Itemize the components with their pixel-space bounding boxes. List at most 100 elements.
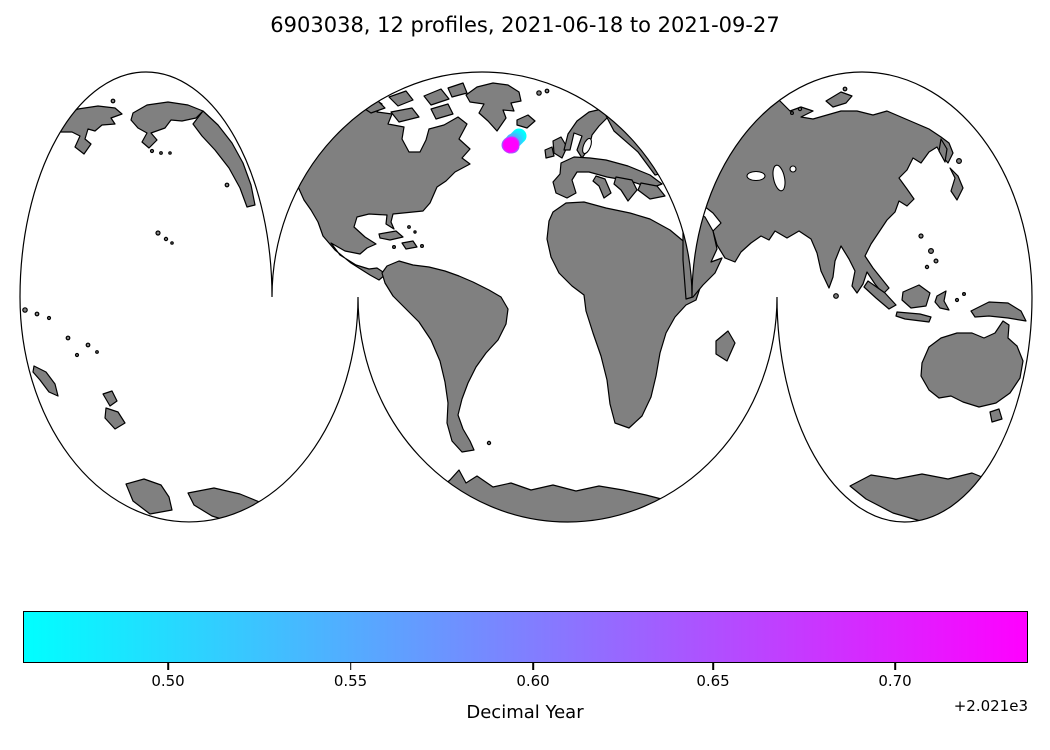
small-islands-moluccas xyxy=(954,292,966,303)
aral-sea xyxy=(789,165,797,173)
small-islands-philippines xyxy=(924,248,939,270)
figure-title: 6903038, 12 profiles, 2021-06-18 to 2021… xyxy=(270,13,780,37)
colorbar-ticks: 0.50 0.55 0.60 0.65 0.70 xyxy=(23,663,1028,705)
island-dot xyxy=(789,110,794,115)
landmass-iceland xyxy=(516,114,536,129)
landmass-australia xyxy=(920,320,1024,408)
island-dot xyxy=(85,342,91,348)
island-dot-hawaii xyxy=(155,230,161,236)
island-dot-sri-lanka xyxy=(833,293,839,299)
landmass-new-guinea xyxy=(970,301,1027,322)
island-dot-puerto-rico xyxy=(420,244,425,249)
island-dot xyxy=(797,106,803,112)
right-lobe-land xyxy=(682,86,1027,523)
island-dot xyxy=(168,151,172,155)
island-dot-hawaii xyxy=(170,241,174,245)
landmass-hispaniola xyxy=(401,240,418,250)
landmass-ireland xyxy=(544,146,555,159)
island-dot-svalbard xyxy=(544,88,550,94)
landmass-antarctica-left-a xyxy=(125,478,173,515)
landmass-sulawesi xyxy=(934,290,950,311)
colorbar-tick-label: 0.60 xyxy=(516,672,550,690)
landmass-north-america xyxy=(291,88,471,281)
landmass-novaya-zemlya xyxy=(825,91,853,108)
landmass-new-zealand-south xyxy=(104,407,126,430)
landmass-sakhalin xyxy=(938,138,948,163)
island-dot xyxy=(95,350,99,354)
landmass-great-britain xyxy=(552,136,568,159)
landmass-madagascar xyxy=(715,330,736,362)
small-islands-arctic-asia xyxy=(789,86,848,115)
landmass-japan xyxy=(949,167,964,201)
landmass-java xyxy=(895,311,932,323)
landmass-arctic-island xyxy=(388,90,414,107)
colorbar-tick-label: 0.55 xyxy=(333,672,368,690)
island-dot-fiji xyxy=(34,311,40,317)
island-dot xyxy=(842,86,848,92)
colorbar-tick-label: 0.65 xyxy=(696,672,730,690)
landmass-north-america-west-coast xyxy=(192,110,256,208)
island-dot-svalbard xyxy=(536,90,542,96)
colorbar-tick xyxy=(532,663,534,670)
landmass-italy xyxy=(592,175,612,199)
landmass-scandinavia xyxy=(563,108,609,159)
landmass-australia-east-sliver xyxy=(32,365,59,397)
landmass-africa xyxy=(546,201,702,429)
colorbar-tick xyxy=(349,663,352,670)
landmass-ellesmere-island xyxy=(447,82,468,98)
island-dot xyxy=(74,352,80,358)
world-map xyxy=(19,71,1033,523)
island-dot-jamaica xyxy=(392,245,397,250)
island-dot xyxy=(954,297,960,303)
colorbar-gradient xyxy=(23,611,1028,663)
landmass-new-zealand-north xyxy=(102,390,118,407)
landmass-cuba xyxy=(378,230,404,241)
landmass-arctic-island xyxy=(390,107,420,123)
colorbar-offset-text: +2.021e3 xyxy=(953,697,1028,715)
projection-outline xyxy=(19,71,1033,523)
colorbar-tick xyxy=(712,663,714,670)
baltic-sea xyxy=(582,137,592,155)
landmass-baffin-island xyxy=(430,103,454,120)
landmass-south-america xyxy=(381,260,509,453)
small-islands-pacific xyxy=(22,98,230,358)
landmass-balkans-greece xyxy=(613,176,638,202)
island-dot-vancouver xyxy=(224,182,230,188)
center-lobe-land xyxy=(291,82,736,523)
island-dot-fiji xyxy=(22,307,28,313)
island-dot-hawaii xyxy=(163,236,169,242)
small-islands-caribbean xyxy=(392,225,425,250)
island-dot xyxy=(927,248,934,255)
island-dot-bahamas xyxy=(407,225,411,229)
island-dot xyxy=(110,98,116,104)
landmass-alaska xyxy=(130,101,204,149)
island-dot-bahamas xyxy=(413,230,417,234)
island-dot-hokkaido xyxy=(955,158,962,165)
landmass-borneo xyxy=(901,284,931,309)
island-dot xyxy=(149,148,155,154)
colorbar-tick xyxy=(167,663,169,670)
landmasses xyxy=(22,82,1027,523)
landmass-anatolia xyxy=(637,182,666,200)
landmass-sumatra xyxy=(863,280,897,310)
colorbar-tick-label: 0.70 xyxy=(878,672,912,690)
island-dot xyxy=(924,264,930,270)
caspian-sea xyxy=(772,164,786,192)
colorbar-tick xyxy=(894,663,896,670)
profile-points xyxy=(501,128,527,154)
landmass-arctic-island xyxy=(423,88,450,106)
colorbar-axis-label: Decimal Year xyxy=(466,702,584,723)
landmass-europe xyxy=(552,156,663,199)
black-sea xyxy=(746,170,766,182)
landmass-greenland xyxy=(465,82,522,132)
island-dot xyxy=(961,292,966,297)
island-dot-taiwan xyxy=(918,233,924,239)
profile-point xyxy=(503,137,519,153)
landmass-asia xyxy=(691,96,954,295)
landmass-tasmania xyxy=(989,408,1003,423)
island-dot xyxy=(65,335,71,341)
inland-seas xyxy=(582,137,797,192)
colorbar-tick-label: 0.50 xyxy=(151,672,185,690)
island-dot-fiji xyxy=(46,315,52,321)
